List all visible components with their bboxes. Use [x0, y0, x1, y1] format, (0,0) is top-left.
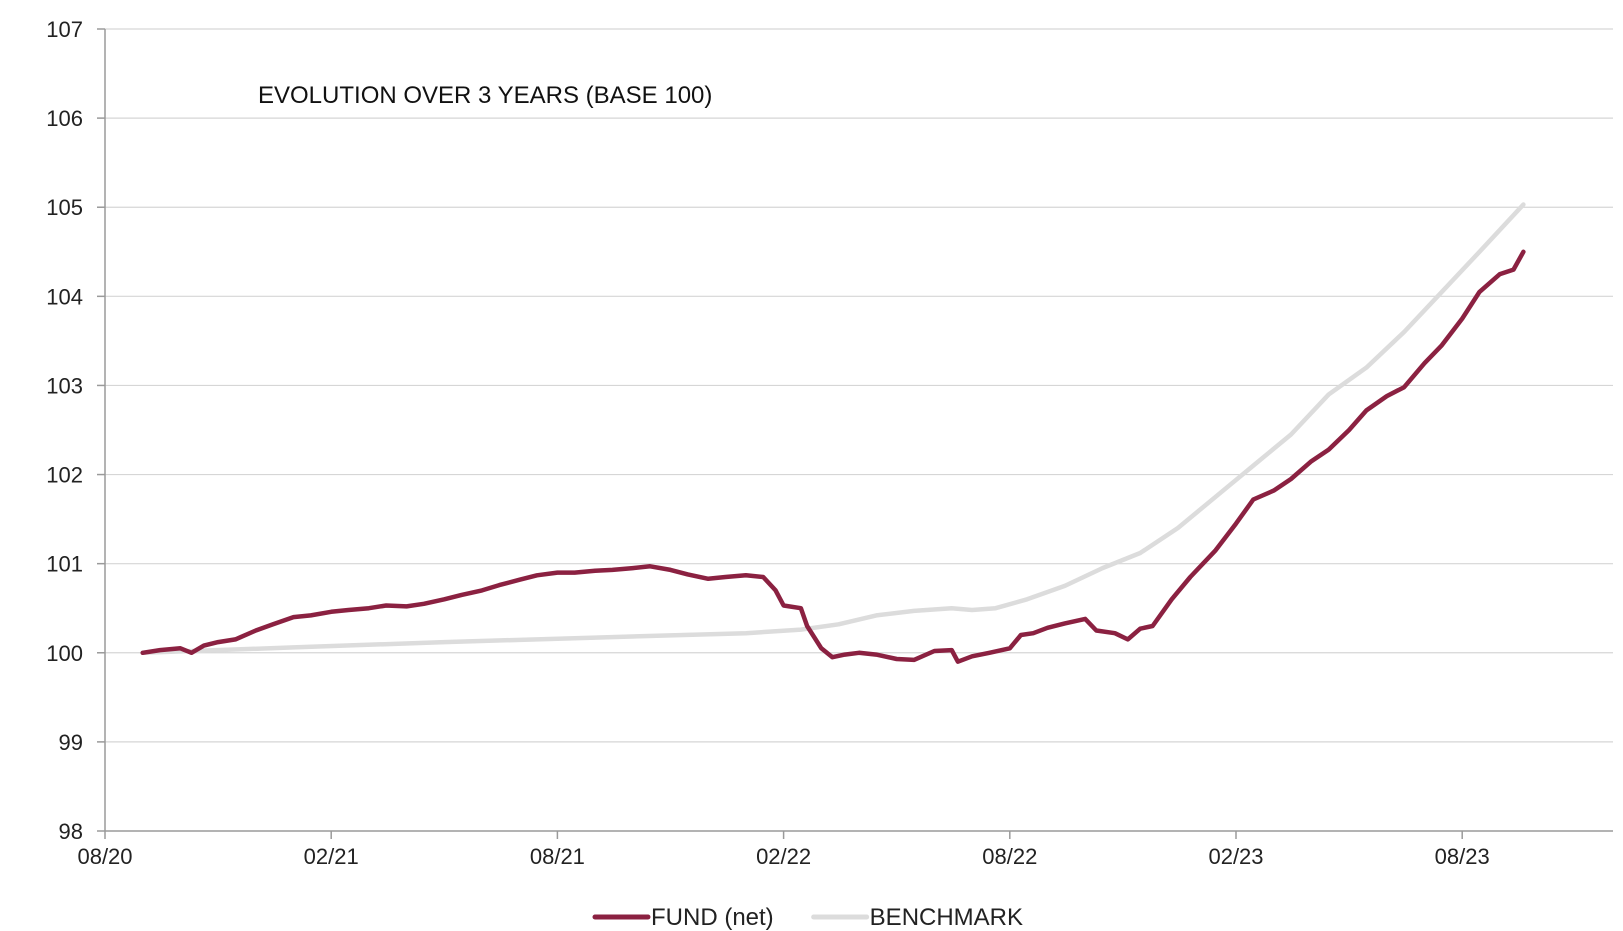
- y-tick-label: 102: [46, 463, 83, 488]
- x-tick-label: 08/21: [530, 844, 585, 869]
- y-tick-label: 105: [46, 195, 83, 220]
- y-tick-label: 107: [46, 17, 83, 42]
- gridlines: [105, 28, 1613, 743]
- x-tick-label: 08/23: [1435, 844, 1490, 869]
- y-tick-label: 100: [46, 641, 83, 666]
- y-tick-label: 98: [59, 819, 83, 844]
- chart-title: EVOLUTION OVER 3 YEARS (BASE 100): [258, 82, 712, 109]
- y-tick-label: 106: [46, 106, 83, 131]
- series-line-benchmark: [140, 202, 1526, 656]
- series-layer: [140, 202, 1526, 664]
- series-line-fund-net: [140, 249, 1526, 664]
- x-tick-label: 08/22: [982, 844, 1037, 869]
- legend: FUND (net) BENCHMARK: [592, 904, 1023, 931]
- x-tick-label: 02/21: [304, 844, 359, 869]
- x-tick-label: 02/23: [1208, 844, 1263, 869]
- x-axis-ticks: 08/20 02/21 08/21 02/22 08/22 02/23 08/23: [77, 831, 1490, 869]
- y-tick-label: 104: [46, 284, 83, 309]
- x-tick-label: 02/22: [756, 844, 811, 869]
- legend-label-fund-net: FUND (net): [651, 904, 774, 931]
- y-tick-label: 101: [46, 552, 83, 577]
- legend-label-benchmark: BENCHMARK: [870, 904, 1023, 931]
- y-tick-label: 103: [46, 373, 83, 398]
- x-tick-label: 08/20: [77, 844, 132, 869]
- y-tick-label: 99: [59, 730, 83, 755]
- y-axis-ticks: 98 99 100 101 102 103 104 105 106 107: [46, 17, 105, 844]
